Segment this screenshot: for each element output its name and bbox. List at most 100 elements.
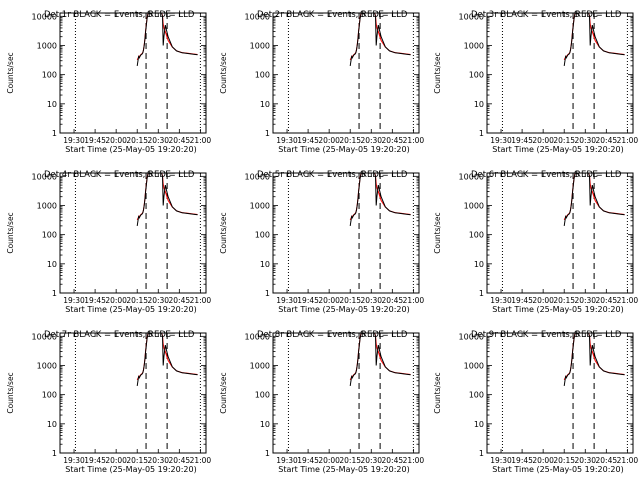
x-tick-label: 19:30 [63, 136, 85, 145]
y-tick-label: 100 [42, 391, 57, 400]
y-tick-label: 10000 [459, 332, 484, 341]
x-tick-label: 21:00 [403, 296, 425, 305]
events-series-line [563, 13, 625, 66]
events-series-line [349, 13, 411, 66]
x-tick-label: 21:00 [617, 296, 639, 305]
y-tick-label: 1000 [464, 361, 484, 370]
panel-title: Det 9r BLACK = Events, RED = LLD [471, 330, 622, 340]
x-tick-label: 19:45 [297, 296, 319, 305]
x-tick-label: 21:00 [617, 136, 639, 145]
y-tick-label: 1000 [37, 361, 57, 370]
x-tick-label: 21:00 [617, 456, 639, 465]
y-tick-label: 1000 [37, 201, 57, 210]
x-tick-label: 20:45 [382, 456, 404, 465]
x-tick-label: 20:30 [147, 136, 169, 145]
x-tick-label: 21:00 [190, 456, 212, 465]
plot-frame [486, 172, 634, 294]
y-tick-label: 1000 [37, 41, 57, 50]
y-tick-label: 10000 [459, 172, 484, 181]
y-tick-label: 1 [52, 129, 57, 138]
x-tick-label: 20:30 [574, 136, 596, 145]
event-marker-s: S [574, 330, 580, 340]
y-tick-label: 10 [474, 420, 484, 429]
events-series-line [136, 333, 198, 386]
y-tick-label: 1000 [250, 41, 270, 50]
y-tick-label: 100 [42, 231, 57, 240]
x-tick-label: 19:45 [84, 136, 106, 145]
x-tick-label: 20:15 [553, 136, 575, 145]
panel-title: Det 5r BLACK = Events, RED = LLD [257, 170, 408, 180]
plot-frame [59, 172, 207, 294]
x-tick-label: 19:45 [511, 456, 533, 465]
x-tick-label: 19:30 [63, 456, 85, 465]
x-tick-label: 21:00 [190, 136, 212, 145]
y-tick-label: 10000 [245, 332, 270, 341]
event-marker-s: S [147, 10, 153, 20]
y-axis-label: Counts/sec [219, 212, 228, 253]
y-axis-label: Counts/sec [6, 52, 15, 93]
x-tick-label: 20:30 [574, 296, 596, 305]
y-tick-label: 1 [52, 289, 57, 298]
y-tick-label: 10 [474, 100, 484, 109]
y-axis-label: Counts/sec [6, 372, 15, 413]
y-tick-label: 1000 [464, 41, 484, 50]
x-tick-label: 20:00 [105, 296, 127, 305]
event-marker-e: E [378, 10, 384, 20]
event-marker-e: E [592, 170, 598, 180]
x-axis-label: Start Time (25-May-05 19:20:20) [278, 305, 409, 314]
y-tick-label: 100 [255, 231, 270, 240]
y-tick-label: 10000 [245, 12, 270, 21]
y-tick-label: 1 [479, 289, 484, 298]
x-tick-label: 20:45 [596, 456, 618, 465]
y-axis-label: Counts/sec [219, 372, 228, 413]
x-tick-label: 20:15 [553, 296, 575, 305]
y-tick-label: 1 [479, 449, 484, 458]
y-tick-label: 100 [469, 231, 484, 240]
event-marker-s: S [574, 170, 580, 180]
x-tick-label: 20:45 [169, 136, 191, 145]
panel-title: Det 2r BLACK = Events, RED = LLD [257, 10, 408, 20]
y-tick-label: 10 [260, 100, 270, 109]
x-tick-label: 20:15 [553, 456, 575, 465]
events-series-line [349, 333, 411, 386]
event-marker-s: S [147, 170, 153, 180]
y-axis-label: Counts/sec [6, 212, 15, 253]
y-tick-label: 10 [47, 100, 57, 109]
x-tick-label: 19:30 [490, 456, 512, 465]
event-marker-e: E [165, 10, 171, 20]
x-tick-label: 19:30 [490, 136, 512, 145]
panel-title: Det 4r BLACK = Events, RED = LLD [44, 170, 195, 180]
event-marker-e: E [165, 170, 171, 180]
x-tick-label: 20:45 [596, 296, 618, 305]
y-tick-label: 10000 [245, 172, 270, 181]
y-tick-label: 10000 [32, 332, 57, 341]
x-tick-label: 21:00 [190, 296, 212, 305]
y-tick-label: 1 [52, 449, 57, 458]
plot-frame [486, 332, 634, 454]
y-tick-label: 1 [265, 289, 270, 298]
x-tick-label: 20:00 [532, 456, 554, 465]
x-tick-label: 20:15 [339, 456, 361, 465]
x-axis-label: Start Time (25-May-05 19:20:20) [278, 145, 409, 154]
y-tick-label: 10 [47, 260, 57, 269]
panel-title: Det 8r BLACK = Events, RED = LLD [257, 330, 408, 340]
x-tick-label: 20:30 [360, 296, 382, 305]
x-tick-label: 20:00 [532, 136, 554, 145]
plot-frame [486, 12, 634, 134]
x-tick-label: 20:30 [574, 456, 596, 465]
x-tick-label: 20:45 [169, 456, 191, 465]
x-tick-label: 19:30 [276, 456, 298, 465]
event-marker-s: S [360, 330, 366, 340]
events-series-line [563, 173, 625, 226]
y-axis-label: Counts/sec [433, 372, 442, 413]
x-tick-label: 19:30 [490, 296, 512, 305]
plot-frame [272, 12, 420, 134]
x-tick-label: 20:00 [532, 296, 554, 305]
event-marker-s: S [360, 170, 366, 180]
